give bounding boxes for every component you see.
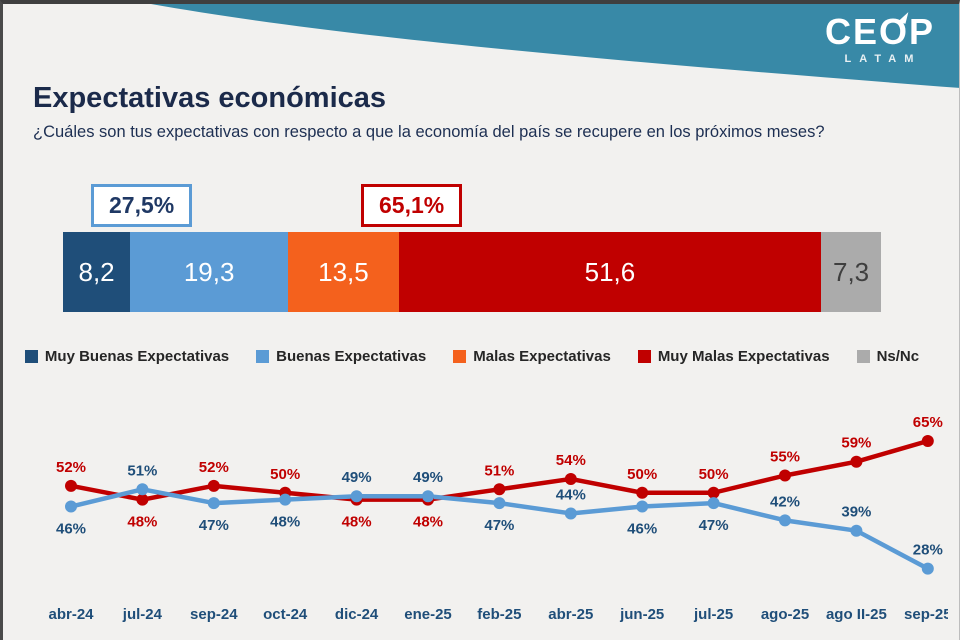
legend-label: Malas Expectativas — [473, 348, 611, 365]
data-point-label: 52% — [199, 459, 229, 476]
bar-segment-value: 13,5 — [318, 256, 369, 287]
legend-item-ns-nc: Ns/Nc — [856, 348, 920, 365]
data-point-label: 42% — [770, 493, 800, 510]
legend-item-muy-buenas-expectativas: Muy Buenas Expectativas — [24, 348, 230, 365]
legend-label: Muy Buenas Expectativas — [44, 348, 230, 365]
bar-legend: Muy Buenas Expectativas Buenas Expectativ… — [24, 348, 919, 365]
data-point-linea-roja — [850, 455, 863, 468]
page-title: Expectativas económicas — [33, 82, 387, 114]
data-point-label: 59% — [841, 435, 871, 452]
bar-segment-muy-malas-expectativas: 51,6 — [398, 232, 822, 312]
data-point-label: 48% — [342, 514, 372, 531]
logo-subtitle: LATAM — [844, 53, 922, 65]
x-axis-tick: jun-25 — [619, 606, 664, 623]
data-point-linea-azul — [636, 500, 649, 513]
data-point-label: 48% — [413, 514, 443, 531]
data-point-linea-roja — [564, 472, 577, 485]
x-axis-tick: sep-25 — [904, 606, 948, 623]
x-axis-tick: ene-25 — [404, 606, 452, 623]
data-point-linea-roja — [779, 469, 791, 482]
data-point-label: 39% — [841, 504, 871, 521]
data-point-label: 48% — [127, 514, 157, 531]
data-point-label: 48% — [270, 514, 300, 531]
data-point-label: 49% — [413, 469, 443, 486]
data-point-linea-azul — [422, 490, 434, 503]
logo-wordmark: CEOP — [824, 11, 935, 52]
x-axis-tick: dic-24 — [335, 606, 379, 623]
bar-segment-value: 51,6 — [584, 256, 636, 287]
data-point-linea-azul — [921, 562, 934, 575]
bar-segment-value: 19,3 — [183, 256, 235, 287]
x-axis-tick: ago-25 — [761, 606, 809, 623]
data-point-label: 44% — [556, 486, 586, 503]
data-point-linea-azul — [493, 497, 506, 510]
x-axis-tick: oct-24 — [263, 606, 308, 623]
bar-segment-ns-nc: 7,3 — [821, 232, 881, 312]
x-axis-tick: ago II-25 — [826, 606, 887, 623]
data-point-linea-roja — [921, 435, 934, 447]
bar-segment-muy-buenas-expectativas: 8,2 — [63, 232, 131, 312]
data-point-linea-azul — [136, 483, 149, 496]
data-point-linea-azul — [850, 524, 863, 537]
data-point-label: 46% — [56, 521, 86, 538]
callout-negative-total: 65,1% — [361, 184, 463, 227]
data-point-label: 50% — [270, 466, 300, 483]
legend-swatch-icon — [637, 350, 651, 363]
data-point-linea-roja — [65, 479, 77, 492]
data-point-linea-azul — [207, 497, 220, 510]
data-point-linea-roja — [207, 479, 220, 492]
data-point-label: 47% — [699, 517, 729, 534]
x-axis-tick: jul-24 — [122, 606, 163, 623]
survey-question: ¿Cuáles son tus expectativas con respect… — [33, 123, 825, 141]
data-point-linea-azul — [65, 500, 77, 513]
x-axis-tick: jul-25 — [693, 606, 733, 623]
legend-label: Muy Malas Expectativas — [657, 348, 830, 365]
data-point-label: 28% — [913, 542, 943, 559]
data-point-label: 49% — [342, 469, 372, 486]
data-point-linea-roja — [493, 483, 506, 496]
data-point-linea-roja — [636, 486, 649, 499]
data-point-label: 47% — [484, 517, 514, 534]
legend-label: Buenas Expectativas — [276, 348, 427, 365]
data-point-linea-azul — [707, 497, 720, 510]
data-point-label: 52% — [56, 459, 86, 476]
ceop-logo: CEOP LATAM — [824, 10, 935, 65]
line-chart: 52% 48% 52% 50% 48% 48% 51% 54% 50% 50% 55% 59% 65% 4… — [48, 414, 948, 623]
data-point-linea-azul — [779, 514, 791, 527]
data-point-label: 51% — [484, 462, 514, 479]
stacked-bar: 8,2 19,3 13,5 51,6 7,3 — [63, 232, 881, 312]
data-point-label: 50% — [699, 466, 729, 483]
data-point-linea-roja — [707, 486, 720, 499]
x-axis-tick: abr-24 — [48, 606, 94, 623]
data-point-label: 46% — [627, 521, 657, 538]
x-axis-tick: sep-24 — [190, 606, 238, 623]
bar-segment-malas-expectativas: 13,5 — [288, 232, 399, 312]
legend-swatch-icon — [256, 350, 270, 363]
legend-swatch-icon — [856, 350, 870, 363]
data-point-label: 50% — [627, 466, 657, 483]
x-axis-tick: abr-25 — [548, 606, 593, 623]
data-point-label: 47% — [199, 517, 229, 534]
legend-item-buenas-expectativas: Buenas Expectativas — [256, 348, 426, 365]
data-point-label: 54% — [556, 452, 586, 469]
bar-segment-value: 7,3 — [833, 256, 870, 287]
data-point-linea-roja — [136, 493, 149, 506]
x-axis-tick: feb-25 — [477, 606, 521, 623]
legend-swatch-icon — [24, 350, 38, 363]
legend-label: Ns/Nc — [876, 348, 920, 365]
legend-item-muy-malas-expectativas: Muy Malas Expectativas — [637, 348, 830, 365]
bar-segment-value: 8,2 — [78, 256, 115, 287]
data-point-linea-azul — [279, 493, 292, 506]
data-point-linea-azul — [564, 507, 577, 520]
data-point-label: 51% — [127, 462, 157, 479]
bar-segment-buenas-expectativas: 19,3 — [130, 232, 289, 312]
callout-positive-total: 27,5% — [91, 184, 193, 227]
data-point-linea-azul — [350, 490, 363, 503]
legend-swatch-icon — [453, 350, 467, 363]
data-point-label: 65% — [913, 414, 943, 431]
legend-item-malas-expectativas: Malas Expectativas — [453, 348, 611, 365]
data-point-label: 55% — [770, 449, 800, 466]
